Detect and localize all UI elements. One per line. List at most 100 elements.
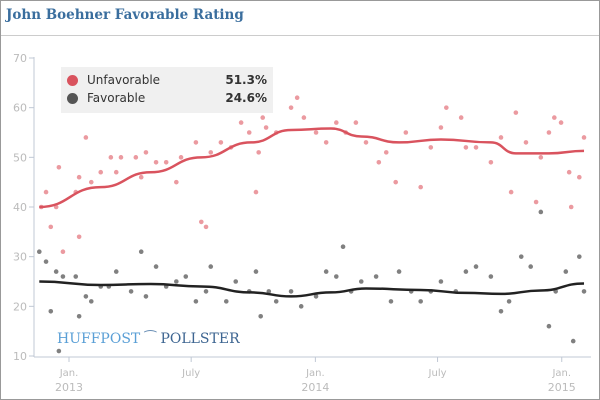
- data-point-unfavorable: [56, 164, 62, 170]
- y-tick-label: 50: [13, 151, 27, 164]
- data-point-favorable: [233, 279, 239, 284]
- data-point-favorable: [60, 274, 66, 279]
- data-point-unfavorable: [48, 224, 54, 230]
- data-point-unfavorable: [383, 150, 389, 155]
- data-point-unfavorable: [438, 125, 444, 130]
- data-point-unfavorable: [533, 199, 539, 205]
- data-point-unfavorable: [498, 135, 504, 140]
- data-point-unfavorable: [323, 140, 329, 145]
- data-point-favorable: [581, 289, 587, 294]
- legend-value: 24.6%: [225, 91, 267, 105]
- data-point-unfavorable: [568, 204, 574, 210]
- data-point-favorable: [463, 269, 469, 274]
- data-point-unfavorable: [246, 130, 252, 135]
- data-point-favorable: [183, 274, 189, 279]
- huffpost-pollster-logo: HUFFPOST ⁀ POLLSTER: [57, 331, 240, 347]
- data-point-unfavorable: [566, 169, 572, 175]
- data-point-favorable: [570, 338, 576, 344]
- data-point-favorable: [83, 294, 89, 299]
- legend-swatch-unfavorable: [67, 75, 78, 86]
- data-point-favorable: [340, 244, 346, 250]
- data-point-favorable: [506, 299, 512, 304]
- data-point-favorable: [538, 209, 544, 215]
- data-point-unfavorable: [88, 179, 94, 185]
- data-point-unfavorable: [294, 95, 300, 101]
- data-point-unfavorable: [463, 145, 469, 150]
- data-point-unfavorable: [203, 224, 209, 230]
- data-point-unfavorable: [581, 135, 587, 140]
- data-point-unfavorable: [546, 130, 552, 135]
- data-point-unfavorable: [458, 115, 464, 120]
- y-tick-label: 10: [13, 350, 27, 363]
- data-point-unfavorable: [393, 179, 399, 185]
- data-point-unfavorable: [313, 130, 319, 135]
- x-tick-label: Jan.: [59, 368, 79, 379]
- data-point-favorable: [438, 279, 444, 284]
- data-point-favorable: [88, 299, 94, 304]
- data-point-favorable: [143, 294, 149, 299]
- data-point-unfavorable: [98, 169, 104, 175]
- data-point-favorable: [334, 274, 339, 279]
- data-point-unfavorable: [138, 174, 144, 180]
- data-point-favorable: [313, 294, 319, 299]
- x-tick-label-year: 2013: [55, 381, 83, 394]
- data-point-unfavorable: [428, 145, 434, 150]
- data-point-unfavorable: [118, 155, 124, 160]
- data-point-unfavorable: [558, 120, 564, 125]
- data-point-unfavorable: [163, 160, 169, 165]
- data-point-unfavorable: [178, 155, 184, 160]
- trend-line-favorable: [39, 280, 585, 298]
- data-point-favorable: [577, 254, 582, 259]
- data-point-favorable: [373, 274, 379, 279]
- data-point-favorable: [473, 264, 479, 269]
- data-point-unfavorable: [260, 115, 266, 120]
- x-tick-label: July: [428, 368, 447, 379]
- data-point-unfavorable: [513, 110, 519, 115]
- legend-label: Unfavorable: [87, 73, 161, 87]
- data-point-unfavorable: [43, 189, 49, 195]
- data-point-unfavorable: [301, 115, 307, 120]
- data-point-favorable: [128, 289, 134, 294]
- data-point-unfavorable: [473, 145, 479, 150]
- data-point-unfavorable: [76, 174, 82, 180]
- x-tick-label: Jan.: [305, 368, 325, 379]
- data-point-unfavorable: [113, 169, 119, 175]
- data-point-unfavorable: [76, 234, 82, 240]
- logo-pollster: POLLSTER: [160, 331, 240, 347]
- data-point-favorable: [258, 313, 264, 319]
- data-point-favorable: [253, 269, 259, 274]
- data-point-favorable: [546, 323, 552, 329]
- data-point-favorable: [563, 269, 569, 274]
- legend-item-unfavorable[interactable]: Unfavorable 51.3%: [67, 73, 267, 89]
- data-point-favorable: [56, 348, 62, 354]
- data-point-unfavorable: [133, 155, 139, 160]
- data-point-favorable: [528, 264, 533, 269]
- data-point-favorable: [396, 269, 402, 274]
- data-point-unfavorable: [253, 189, 259, 195]
- data-point-unfavorable: [143, 150, 149, 155]
- data-point-favorable: [208, 264, 214, 269]
- data-point-favorable: [37, 249, 42, 254]
- legend-label: Favorable: [87, 91, 146, 105]
- data-point-unfavorable: [256, 150, 261, 155]
- y-tick-label: 30: [13, 251, 27, 264]
- data-point-favorable: [153, 264, 159, 269]
- data-point-unfavorable: [208, 150, 214, 155]
- data-point-favorable: [488, 274, 494, 279]
- data-point-unfavorable: [334, 120, 339, 125]
- data-point-favorable: [298, 304, 304, 309]
- y-tick-label: 70: [13, 52, 27, 65]
- data-point-unfavorable: [376, 160, 382, 165]
- legend-item-favorable[interactable]: Favorable 24.6%: [67, 91, 267, 107]
- data-point-unfavorable: [353, 120, 359, 125]
- data-point-favorable: [203, 289, 209, 294]
- data-point-favorable: [138, 249, 144, 254]
- data-point-unfavorable: [174, 179, 179, 185]
- data-point-favorable: [43, 259, 49, 264]
- data-point-favorable: [498, 309, 504, 314]
- data-point-unfavorable: [418, 184, 423, 190]
- data-point-favorable: [358, 279, 364, 284]
- data-point-unfavorable: [363, 140, 369, 145]
- trend-line-unfavorable: [39, 127, 585, 209]
